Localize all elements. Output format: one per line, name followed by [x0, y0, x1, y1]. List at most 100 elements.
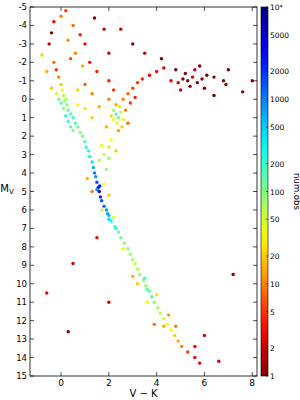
- point: [102, 153, 105, 156]
- point: [81, 64, 84, 67]
- point: [87, 149, 90, 152]
- point: [138, 273, 141, 276]
- point: [156, 306, 159, 309]
- y-tick: [30, 228, 34, 229]
- point: [76, 103, 79, 106]
- point: [83, 140, 86, 143]
- point: [117, 116, 120, 119]
- y-tick: [30, 302, 34, 303]
- point: [90, 116, 93, 119]
- point: [155, 70, 158, 73]
- point: [153, 323, 156, 326]
- point: [143, 51, 146, 54]
- frame: [30, 7, 257, 376]
- y-tick-right: [253, 173, 257, 174]
- point: [126, 122, 129, 125]
- colorbar-tick-label: 100: [270, 188, 285, 197]
- point: [67, 39, 70, 42]
- point: [59, 101, 62, 104]
- point: [83, 107, 86, 110]
- point: [176, 81, 179, 84]
- point: [118, 105, 121, 108]
- y-tick-right: [253, 376, 257, 377]
- colorbar-tick-label: 2000: [270, 67, 289, 76]
- point: [55, 68, 58, 71]
- point: [150, 295, 153, 298]
- point: [126, 92, 129, 95]
- y-tick-label: 8: [22, 242, 27, 252]
- colorbar-tick-label: 500: [270, 123, 285, 132]
- point: [74, 51, 77, 54]
- point: [193, 68, 196, 71]
- x-tick-label: 0: [58, 378, 64, 388]
- colorbar-tick-label: 10⁴: [270, 3, 283, 12]
- colorbar-tick: [266, 348, 268, 349]
- x-tick-top: [204, 7, 205, 11]
- colorbar-tick: [266, 255, 268, 256]
- point: [105, 168, 108, 171]
- colorbar: [261, 7, 268, 376]
- point: [217, 360, 220, 363]
- colorbar-tick: [266, 71, 268, 72]
- point: [50, 31, 53, 34]
- point: [57, 75, 60, 78]
- y-tick-right: [253, 117, 257, 118]
- point: [69, 112, 72, 115]
- point: [133, 262, 136, 265]
- point: [117, 230, 120, 233]
- y-tick-right: [253, 43, 257, 44]
- point: [94, 175, 97, 178]
- colorbar-tick-label: 1000: [270, 95, 289, 104]
- points: [40, 9, 254, 365]
- x-tick-top: [252, 7, 253, 11]
- colorbar-tick-label: 20: [270, 252, 280, 261]
- point: [129, 101, 132, 104]
- y-tick-label: 4: [22, 168, 27, 178]
- plot-background: [30, 7, 257, 376]
- x-tick-top: [108, 7, 109, 11]
- point: [176, 339, 179, 342]
- point: [52, 61, 55, 64]
- y-tick-right: [253, 80, 257, 81]
- point: [200, 77, 203, 80]
- point: [131, 42, 134, 45]
- point: [180, 345, 183, 348]
- y-tick: [30, 265, 34, 266]
- y-tick-right: [253, 209, 257, 210]
- y-tick: [30, 7, 34, 8]
- point: [193, 345, 196, 348]
- point: [45, 70, 48, 73]
- point: [57, 98, 60, 101]
- y-tick-label: 12: [16, 316, 27, 326]
- x-tick-top: [156, 7, 157, 11]
- point: [65, 103, 68, 106]
- point: [64, 114, 67, 117]
- point: [129, 253, 132, 256]
- point: [241, 90, 244, 93]
- x-tick: [204, 372, 205, 376]
- point: [71, 116, 74, 119]
- point: [162, 317, 165, 320]
- point: [224, 83, 227, 86]
- point: [107, 301, 110, 304]
- point: [126, 247, 129, 250]
- y-tick-label: 13: [16, 334, 27, 344]
- point: [119, 236, 122, 239]
- x-tick: [108, 372, 109, 376]
- colorbar-tick-label: 10: [270, 280, 280, 289]
- point: [196, 81, 199, 84]
- point: [95, 188, 98, 191]
- point: [102, 205, 105, 208]
- point: [114, 149, 117, 152]
- point: [64, 9, 67, 12]
- point: [95, 70, 98, 73]
- y-tick: [30, 246, 34, 247]
- point: [124, 109, 127, 112]
- point: [112, 118, 115, 121]
- point: [40, 53, 43, 56]
- y-tick-label: -5: [19, 2, 27, 12]
- point: [76, 125, 79, 128]
- y-tick-right: [253, 25, 257, 26]
- y-tick-right: [253, 339, 257, 340]
- point: [93, 171, 96, 174]
